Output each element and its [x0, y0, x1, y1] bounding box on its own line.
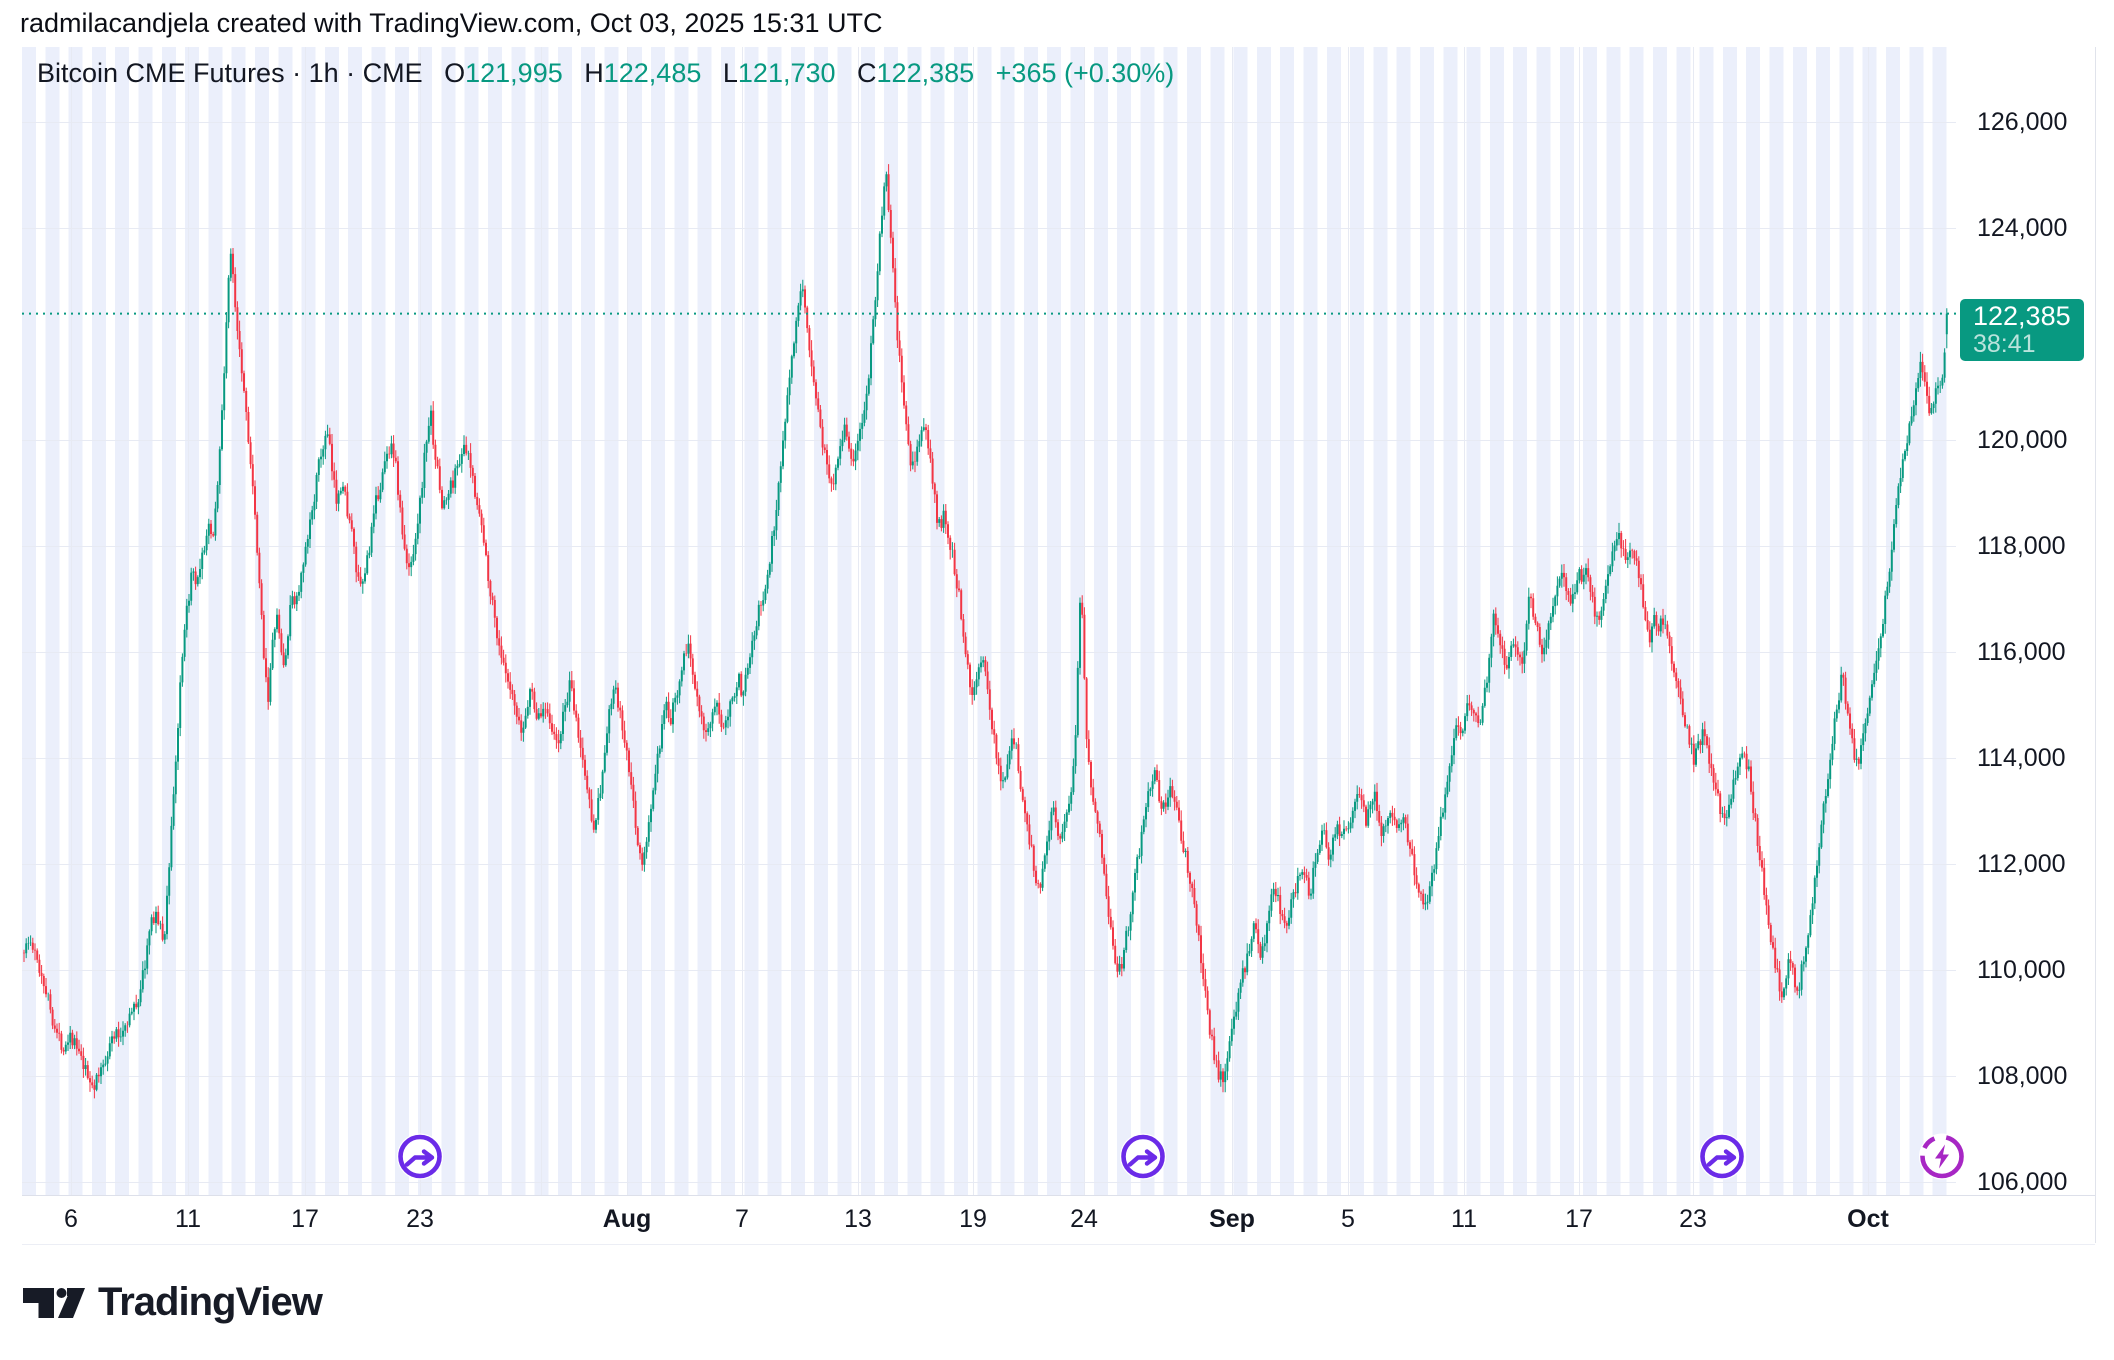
v-gridline — [1232, 47, 1233, 1195]
bar-countdown: 38:41 — [1973, 330, 2036, 358]
contract-switch-arrow-icon — [1699, 1133, 1745, 1180]
price-axis-label: 120,000 — [1977, 426, 2068, 454]
time-axis-label: 19 — [959, 1205, 987, 1233]
open-value: 121,995 — [465, 58, 563, 88]
time-axis-label: 11 — [175, 1205, 201, 1233]
h-gridline — [22, 864, 1956, 865]
time-axis-label: 24 — [1070, 1205, 1098, 1233]
v-gridline — [627, 47, 628, 1195]
time-axis-month-label: Oct — [1847, 1205, 1889, 1233]
tradingview-logo[interactable]: TradingView — [23, 1280, 323, 1325]
price-axis-label: 126,000 — [1977, 108, 2068, 136]
time-axis-label: 11 — [1451, 1205, 1477, 1233]
price-axis-label: 108,000 — [1977, 1062, 2068, 1090]
time-axis-label: 13 — [844, 1205, 872, 1233]
v-gridline — [541, 47, 542, 1195]
h-gridline — [22, 122, 1956, 123]
contract-switch-arrow-icon — [397, 1133, 443, 1180]
time-axis-month-label: Aug — [602, 1205, 652, 1233]
high-value: 122,485 — [603, 58, 702, 88]
h-gridline — [22, 652, 1956, 653]
time-axis-label: 5 — [1341, 1205, 1355, 1233]
time-axis-label: 17 — [291, 1205, 319, 1233]
symbol-title[interactable]: Bitcoin CME Futures · 1h · CME — [37, 58, 423, 88]
current-price-value: 122,385 — [1973, 301, 2071, 331]
v-gridline — [742, 47, 743, 1195]
open-label: O — [444, 58, 466, 88]
h-gridline — [22, 970, 1956, 971]
time-axis-label: 17 — [1565, 1205, 1593, 1233]
h-gridline — [22, 1182, 1956, 1183]
low-label: L — [722, 58, 738, 88]
price-scale[interactable]: 126,000 124,000 120,000 118,000 116,000 114,0… — [1956, 47, 2114, 1196]
price-axis-label: 114,000 — [1977, 744, 2066, 772]
time-axis-month-label: Sep — [1209, 1205, 1255, 1233]
change-value: +365 (+0.30%) — [995, 58, 1175, 88]
close-value: 122,385 — [876, 58, 975, 88]
chart-plot-area[interactable] — [22, 47, 1956, 1195]
contract-switch-marker[interactable] — [1693, 1128, 1751, 1191]
v-gridline — [188, 47, 189, 1195]
v-gridline — [1348, 47, 1349, 1195]
contract-switch-marker[interactable] — [391, 1128, 449, 1191]
v-gridline — [71, 47, 72, 1195]
down-candle-wicks — [23, 164, 1930, 1099]
price-axis-label: 124,000 — [1977, 214, 2068, 242]
contract-switch-arrow-icon — [1120, 1133, 1166, 1180]
v-gridline — [1693, 47, 1694, 1195]
v-gridline — [1868, 47, 1869, 1195]
attribution-text: radmilacandjela created with TradingView… — [20, 8, 883, 38]
v-gridline — [305, 47, 306, 1195]
down-candle-bodies — [23, 174, 1931, 1090]
time-scale[interactable]: 6 11 17 23 Aug 7 13 19 24 Sep 5 11 17 23 Oct — [22, 1195, 2095, 1245]
low-value: 121,730 — [737, 58, 836, 88]
h-gridline — [22, 758, 1956, 759]
tradingview-logo-icon — [23, 1287, 85, 1318]
price-axis-label: 116,000 — [1977, 638, 2066, 666]
time-axis-label: 23 — [1679, 1205, 1707, 1233]
price-scale-border — [2095, 47, 2096, 1243]
time-axis-label: 6 — [64, 1205, 78, 1233]
time-axis-label: 23 — [406, 1205, 434, 1233]
v-gridline — [858, 47, 859, 1195]
current-price-badge[interactable]: 122,385 38:41 — [1960, 299, 2084, 361]
price-axis-label: 106,000 — [1977, 1168, 2068, 1196]
close-label: C — [857, 58, 877, 88]
price-axis-label: 112,000 — [1977, 850, 2066, 878]
time-axis-label: 7 — [735, 1205, 749, 1233]
h-gridline — [22, 1076, 1956, 1077]
high-label: H — [584, 58, 604, 88]
h-gridline — [22, 546, 1956, 547]
up-candle-bodies — [25, 174, 1948, 1090]
contract-switch-marker[interactable] — [1114, 1128, 1172, 1191]
price-axis-label: 110,000 — [1977, 956, 2066, 984]
flash-lightning-icon — [1919, 1133, 1965, 1180]
tradingview-wordmark: TradingView — [98, 1280, 323, 1324]
h-gridline — [22, 440, 1956, 441]
flash-event-marker[interactable] — [1913, 1128, 1971, 1191]
symbol-legend: Bitcoin CME Futures · 1h · CME O121,995 … — [37, 58, 1174, 89]
v-gridline — [1464, 47, 1465, 1195]
price-axis-label: 118,000 — [1977, 532, 2066, 560]
v-gridline — [973, 47, 974, 1195]
v-gridline — [1579, 47, 1580, 1195]
v-gridline — [420, 47, 421, 1195]
h-gridline — [22, 228, 1956, 229]
